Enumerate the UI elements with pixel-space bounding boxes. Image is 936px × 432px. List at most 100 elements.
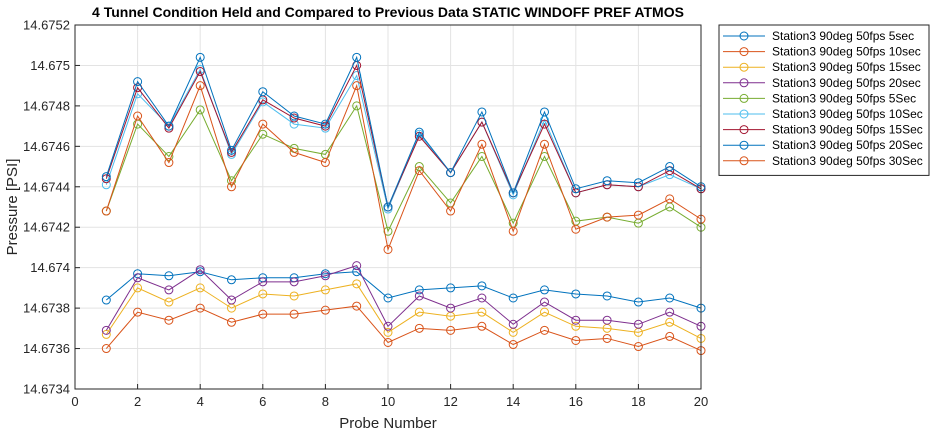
data-point: [227, 275, 236, 285]
data-point: [352, 261, 362, 271]
data-point: [665, 194, 675, 204]
data-point: [227, 317, 236, 327]
legend-item: Station3 90deg 50fps 10Sec: [723, 107, 923, 121]
data-point: [477, 107, 487, 117]
data-point: [477, 281, 487, 291]
legend-swatch-marker: [739, 47, 749, 57]
data-point: [602, 176, 612, 186]
data-point: [508, 226, 518, 236]
x-axis-label: Probe Number: [339, 415, 437, 432]
data-point: [101, 344, 111, 354]
data-point: [101, 172, 111, 182]
data-point: [320, 158, 330, 168]
x-tick-label: 4: [197, 394, 204, 409]
y-tick-label: 14.6748: [23, 98, 70, 113]
data-point: [195, 303, 205, 313]
data-point: [508, 319, 518, 329]
data-point: [540, 139, 549, 149]
data-point: [446, 325, 456, 335]
x-tick-label: 14: [506, 394, 520, 409]
data-point: [289, 309, 299, 319]
legend-item: Station3 90deg 50fps 5Sec: [723, 91, 916, 105]
legend-item: Station3 90deg 50fps 15Sec: [723, 123, 923, 137]
data-point: [446, 283, 456, 293]
y-tick-label: 14.6746: [23, 139, 70, 154]
data-point: [383, 337, 393, 347]
data-point: [352, 267, 362, 277]
data-point: [508, 188, 518, 198]
data-point: [320, 305, 330, 315]
data-point: [320, 271, 330, 281]
data-point: [414, 285, 424, 295]
legend-item: Station3 90deg 50fps 15sec: [723, 60, 921, 74]
y-tick-label: 14.6738: [23, 301, 70, 316]
data-point: [633, 319, 643, 329]
data-point: [540, 307, 549, 317]
data-point: [289, 147, 299, 157]
data-point: [164, 297, 174, 307]
tick-group: 0 2 4 6 8 10 12 14 16 18 20 14.6734 14.6736 14.6738 14…: [23, 18, 708, 410]
data-point: [414, 307, 424, 317]
series-line: [105, 83, 702, 252]
legend-box: [718, 24, 930, 176]
data-point: [258, 309, 268, 319]
data-point: [258, 119, 268, 129]
data-point: [477, 307, 487, 317]
data-point: [133, 283, 143, 293]
series-line: [105, 55, 702, 209]
data-point: [633, 178, 643, 188]
y-tick-label: 14.6744: [23, 179, 70, 194]
data-point: [320, 119, 330, 129]
series-line: [105, 63, 702, 209]
x-tick-label: 8: [322, 394, 329, 409]
data-point: [540, 285, 549, 295]
legend-label: Station3 90deg 50fps 5Sec: [772, 91, 916, 105]
legend-label: Station3 90deg 50fps 20sec: [772, 76, 921, 90]
x-tick-label: 18: [631, 394, 645, 409]
data-point: [289, 277, 299, 287]
x-tick-label: 2: [134, 394, 141, 409]
data-point: [352, 279, 362, 289]
data-point: [383, 202, 393, 212]
x-tick-label: 0: [71, 394, 78, 409]
data-point: [602, 291, 612, 301]
data-point: [101, 325, 111, 335]
data-point: [508, 293, 518, 303]
data-point: [477, 321, 487, 331]
legend-item: Station3 90deg 50fps 20sec: [723, 76, 921, 90]
x-tick-label: 12: [443, 394, 457, 409]
data-point: [164, 271, 174, 281]
legend-label: Station3 90deg 50fps 10Sec: [772, 107, 923, 121]
data-point: [665, 331, 675, 341]
y-tick-label: 14.674: [30, 260, 70, 275]
data-point: [133, 111, 143, 121]
data-point: [446, 168, 456, 178]
y-tick-label: 14.6752: [23, 18, 70, 33]
data-point: [665, 317, 675, 327]
legend-swatch-marker: [739, 156, 749, 166]
series-line: [105, 305, 702, 352]
data-point: [195, 265, 205, 275]
data-point: [164, 158, 174, 168]
y-tick-label: 14.6742: [23, 220, 70, 235]
data-point: [352, 81, 362, 91]
data-point: [352, 52, 362, 62]
data-point: [383, 244, 393, 254]
data-point: [289, 291, 299, 301]
data-point: [195, 52, 205, 62]
series-group: [101, 52, 706, 356]
legend-swatch-marker: [739, 62, 749, 72]
data-point: [383, 293, 393, 303]
data-point: [540, 107, 549, 117]
legend-label: Station3 90deg 50fps 15Sec: [772, 123, 923, 137]
data-point: [164, 315, 174, 325]
data-point: [133, 307, 143, 317]
legend-swatch-marker: [739, 140, 749, 150]
data-point: [195, 105, 205, 115]
data-point: [195, 67, 205, 77]
data-point: [320, 285, 330, 295]
data-point: [665, 293, 675, 303]
legend-label: Station3 90deg 50fps 20Sec: [772, 138, 923, 152]
data-point: [446, 206, 456, 216]
